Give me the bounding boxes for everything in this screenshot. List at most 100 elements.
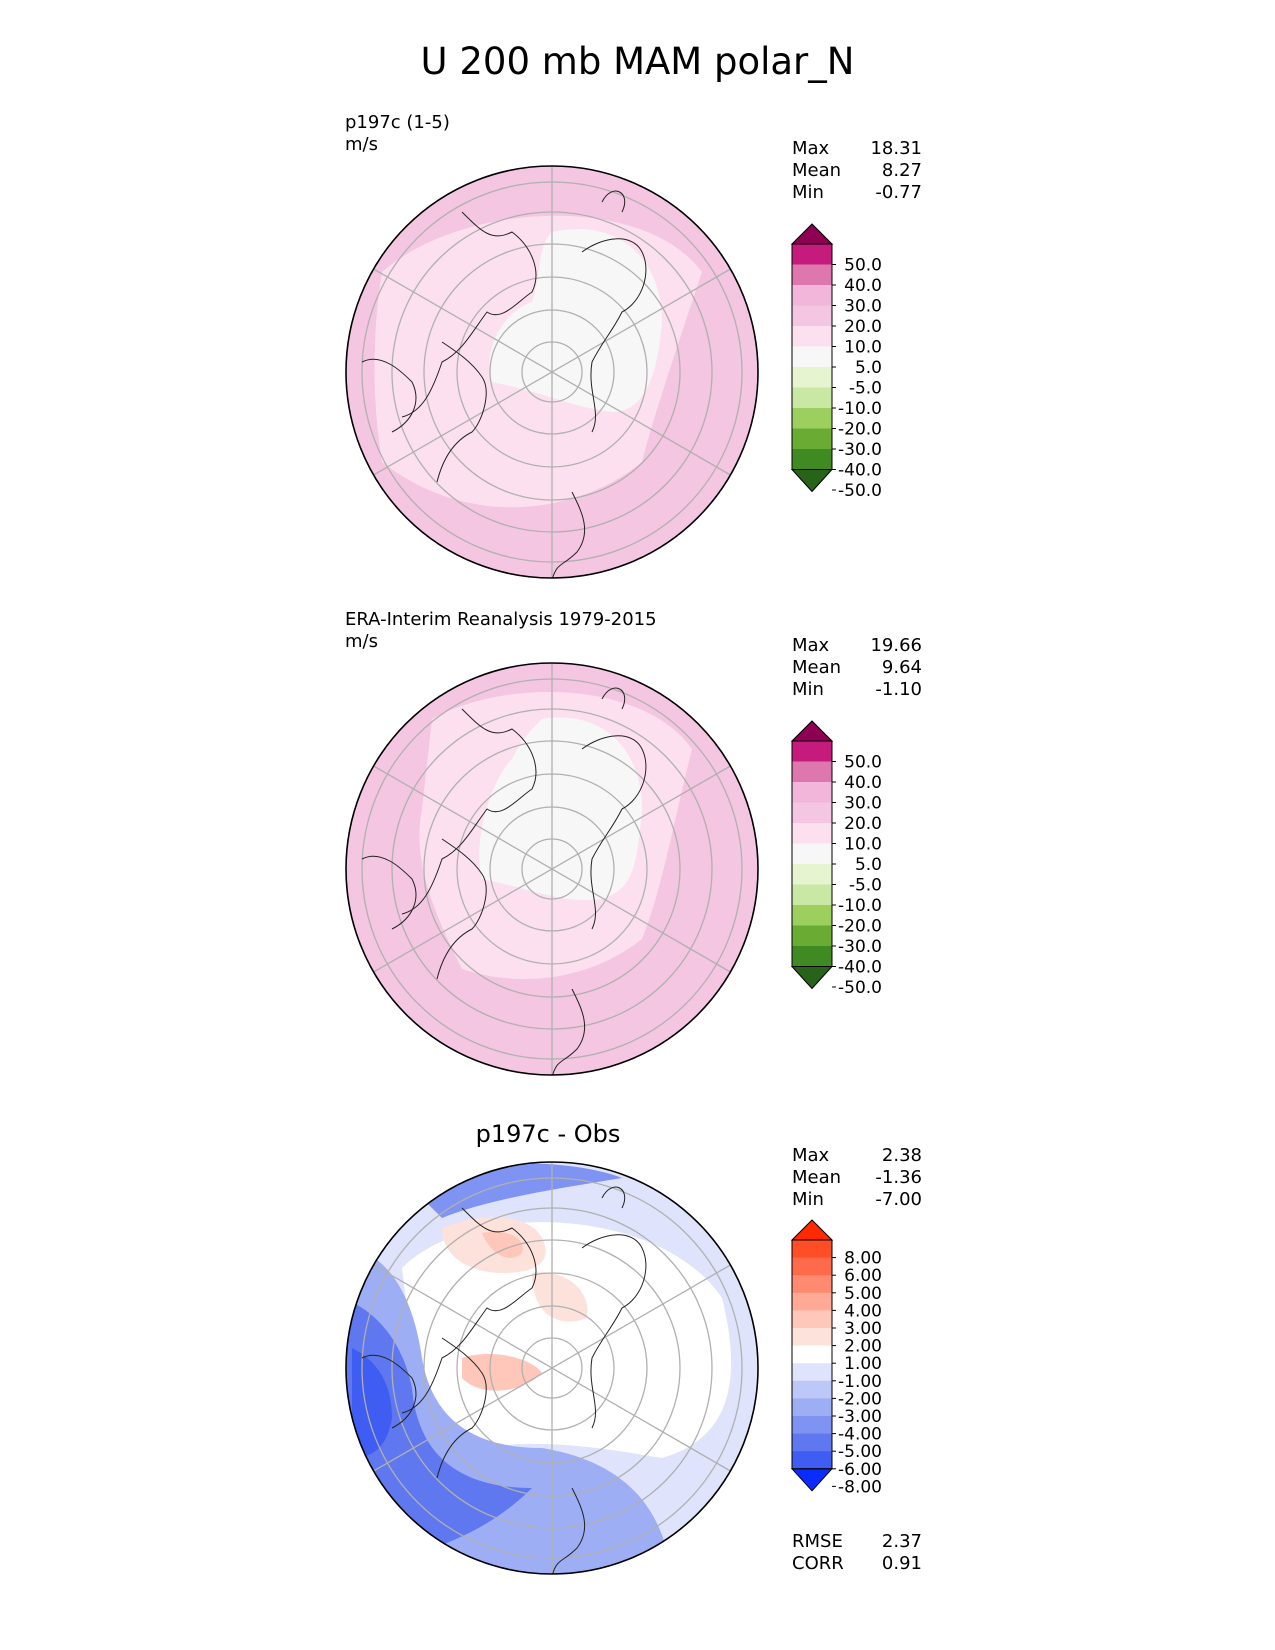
polar-map [345, 1161, 759, 1575]
colorbar-tick-label: 20.0 [844, 317, 882, 337]
colorbar-segment [792, 408, 832, 429]
stat-value: -1.10 [875, 679, 922, 700]
colorbar-tick-label: 50.0 [844, 753, 882, 773]
panel-obs: ERA-Interim Reanalysis 1979-2015 m/s Max… [0, 607, 1275, 1097]
colorbar-segment [792, 326, 832, 347]
colorbar-tick-label: -50.0 [838, 978, 882, 998]
colorbar-segment [792, 367, 832, 388]
graticule [361, 1162, 743, 1574]
stats-box: Max 18.31 Mean 8.27 Min -0.77 [792, 138, 922, 204]
colorbar-segment [792, 244, 832, 265]
colorbar-tick-label: -30.0 [838, 937, 882, 957]
colorbar-tick-label: -50.0 [838, 481, 882, 501]
colorbar-segment [792, 905, 832, 926]
colorbar: 50.040.030.020.010.05.0-5.0-10.0-20.0-30… [790, 720, 882, 998]
colorbar-tick-label: -30.0 [838, 440, 882, 460]
colorbar-tick-label: 4.00 [844, 1301, 882, 1321]
colorbar-segment [792, 285, 832, 306]
colorbar-segment [792, 782, 832, 803]
stat-label: CORR [792, 1553, 844, 1574]
stat-label: Min [792, 679, 824, 700]
colorbar: 50.040.030.020.010.05.0-5.0-10.0-20.0-30… [790, 223, 882, 501]
colorbar-frame [791, 1239, 833, 1470]
stat-label: Mean [792, 657, 842, 678]
panel-title: p197c - Obs [475, 1120, 621, 1148]
colorbar-segment [792, 1451, 832, 1470]
colorbar-segment [792, 387, 832, 409]
colorbar-segment [792, 305, 832, 327]
stat-value: 2.38 [881, 1145, 922, 1166]
colorbar-segment [792, 925, 832, 947]
colorbar-segment [792, 1292, 832, 1311]
figure-title: U 200 mb MAM polar_N [420, 40, 855, 83]
stat-label: Min [792, 182, 824, 203]
colorbar-tick-label: -5.00 [838, 1442, 882, 1462]
colorbar-segment [792, 1328, 832, 1347]
colorbar-segment [792, 346, 832, 368]
colorbar-tick-label: -20.0 [838, 917, 882, 937]
colorbar-tick-label: 30.0 [844, 297, 882, 317]
stat-value: -7.00 [875, 1189, 922, 1210]
colorbar-segment [792, 1257, 832, 1276]
colorbar-segment [792, 761, 832, 783]
colorbar-tick-label: -2.00 [838, 1389, 882, 1409]
colorbar-tick-label: -10.0 [838, 399, 882, 419]
stat-value: 0.91 [881, 1553, 922, 1574]
colorbar-extend-max [790, 223, 834, 245]
colorbar-extend-max [790, 720, 834, 742]
colorbar-segment [792, 884, 832, 906]
colorbar-segment [792, 1363, 832, 1382]
stat-label: Mean [792, 160, 842, 181]
stat-value: 9.64 [881, 657, 922, 678]
stat-label: Max [792, 635, 830, 656]
colorbar-frame [791, 243, 833, 470]
colorbar-segment [792, 823, 832, 844]
colorbar-extend-min [790, 1468, 834, 1492]
graticule [361, 166, 743, 578]
colorbar-segment [792, 946, 832, 967]
colorbar-tick-label: -3.00 [838, 1407, 882, 1427]
colorbar-tick-label: -1.00 [838, 1372, 882, 1392]
coastlines [361, 190, 647, 578]
polar-map [345, 165, 759, 579]
colorbar-tick-label: -5.0 [849, 379, 882, 399]
colorbar-segment [792, 1240, 832, 1259]
colorbar-segment [792, 1416, 832, 1435]
colorbar-segment [792, 1345, 832, 1364]
stat-value: 8.27 [881, 160, 922, 181]
stat-value: -0.77 [875, 182, 922, 203]
field-white [489, 229, 662, 412]
colorbar-tick-label: 20.0 [844, 814, 882, 834]
colorbar-segment [792, 1310, 832, 1329]
colorbar-tick-label: -40.0 [838, 958, 882, 978]
stat-label: RMSE [792, 1531, 843, 1552]
stat-label: Max [792, 1145, 830, 1166]
stat-value: 18.31 [870, 138, 922, 159]
colorbar-frame [791, 740, 833, 967]
field-red-2 [482, 1231, 523, 1258]
field-white [479, 717, 642, 900]
colorbar-tick-label: 5.0 [855, 358, 882, 378]
panel-title: ERA-Interim Reanalysis 1979-2015 [345, 609, 657, 630]
colorbar-segment [792, 1380, 832, 1399]
colorbar-tick-label: -5.0 [849, 876, 882, 896]
colorbar-tick-label: 10.0 [844, 338, 882, 358]
colorbar-tick-label: 6.00 [844, 1266, 882, 1286]
polar-map [345, 662, 759, 1076]
panel-units: m/s [345, 631, 378, 652]
colorbar-tick-label: 1.00 [844, 1354, 882, 1374]
colorbar-segment [792, 1275, 832, 1294]
colorbar-tick-label: -20.0 [838, 420, 882, 440]
panel-model: p197c (1-5) m/s Max 18.31 Mean 8.27 [0, 110, 1275, 600]
colorbar-tick-label: 50.0 [844, 256, 882, 276]
colorbar-tick-label: -4.00 [838, 1425, 882, 1445]
colorbar-tick-label: -40.0 [838, 461, 882, 481]
colorbar-extend-min [790, 469, 834, 493]
graticule [361, 663, 743, 1075]
colorbar-extend-min [790, 966, 834, 990]
colorbar-tick-label: -10.0 [838, 896, 882, 916]
colorbar-segment [792, 864, 832, 885]
stat-label: Max [792, 138, 830, 159]
colorbar-tick-label: 40.0 [844, 773, 882, 793]
colorbar-segment [792, 843, 832, 865]
